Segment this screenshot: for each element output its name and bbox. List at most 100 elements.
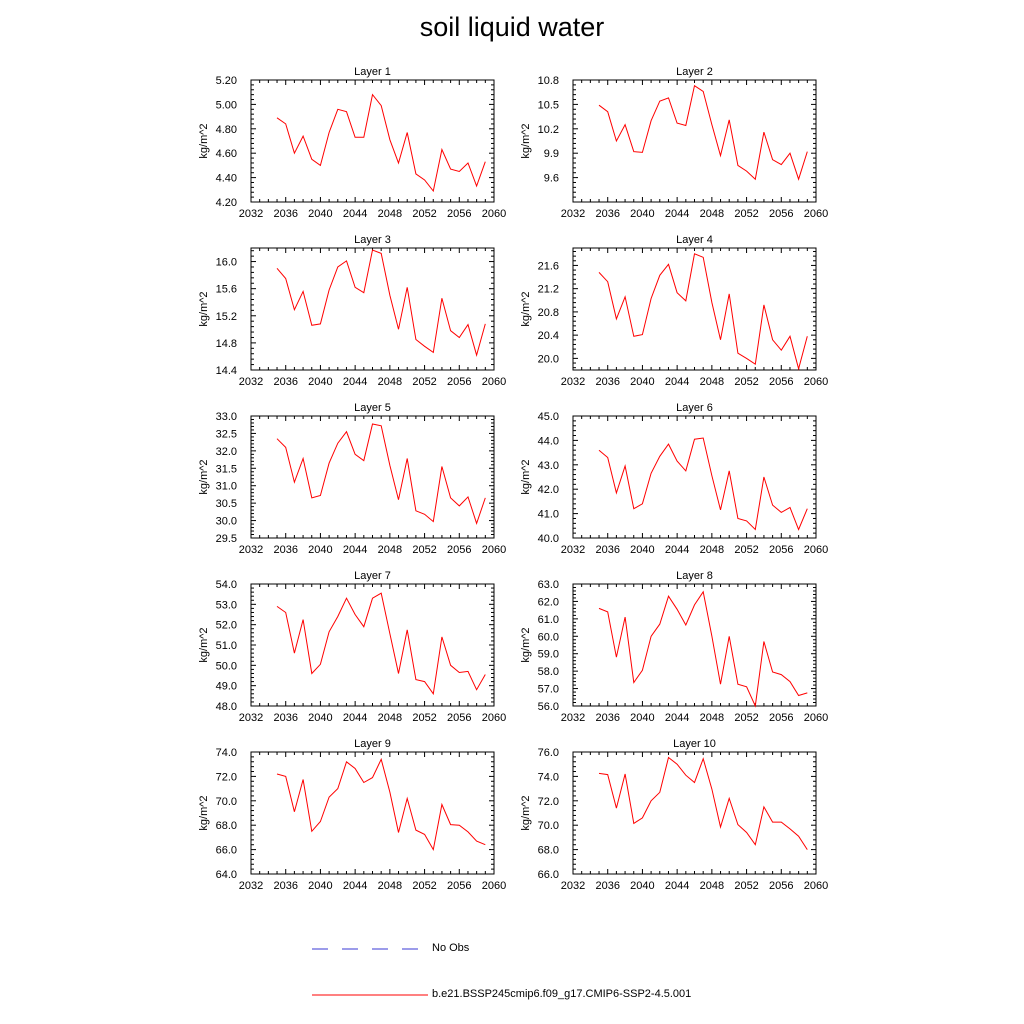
- x-tick-label: 2044: [343, 712, 367, 724]
- y-tick-label: 72.0: [216, 771, 237, 783]
- series-line: [598, 253, 808, 371]
- y-tick-label: 4.40: [216, 173, 237, 185]
- series-line: [276, 757, 486, 852]
- y-tick-label: 62.0: [538, 596, 559, 608]
- y-tick-label: 51.0: [216, 640, 237, 652]
- x-tick-label: 2052: [412, 880, 436, 892]
- plot-frame: [250, 79, 495, 203]
- x-tick-label: 2036: [595, 712, 619, 724]
- x-tick-label: 2036: [595, 544, 619, 556]
- x-tick-label: 2040: [308, 712, 332, 724]
- x-tick-label: 2044: [665, 712, 689, 724]
- x-tick-label: 2036: [273, 208, 297, 220]
- y-tick-label: 48.0: [216, 701, 237, 713]
- x-tick-label: 2036: [273, 880, 297, 892]
- series-line: [276, 592, 486, 696]
- x-tick-label: 2052: [412, 712, 436, 724]
- y-tick-label: 43.0: [538, 460, 559, 472]
- y-tick-label: 68.0: [538, 845, 559, 857]
- chart-panel-4: Layer 4 kg/m^2 2032 2036 2040 2044 2048 2052 205…: [520, 234, 828, 388]
- y-axis-label: kg/m^2: [198, 795, 210, 830]
- x-tick-label: 2040: [630, 376, 654, 388]
- x-tick-label: 2032: [561, 712, 585, 724]
- y-tick-label: 57.0: [538, 684, 559, 696]
- y-tick-label: 20.8: [538, 307, 559, 319]
- x-tick-label: 2048: [700, 376, 724, 388]
- x-tick-label: 2032: [561, 208, 585, 220]
- chart-panel-8: Layer 8 kg/m^2 2032 2036 2040 2044 2048 2052 205…: [520, 570, 828, 724]
- x-tick-label: 2060: [482, 544, 506, 556]
- y-tick-label: 14.8: [216, 338, 237, 350]
- y-tick-label: 52.0: [216, 620, 237, 632]
- y-tick-label: 20.4: [538, 330, 559, 342]
- figure-title: soil liquid water: [419, 12, 605, 42]
- x-tick-label: 2060: [482, 208, 506, 220]
- x-tick-label: 2048: [378, 376, 402, 388]
- y-tick-label: 21.2: [538, 284, 559, 296]
- x-tick-label: 2036: [273, 544, 297, 556]
- series-line: [598, 437, 808, 531]
- panel-title: Layer 2: [676, 66, 713, 78]
- x-tick-label: 2048: [700, 880, 724, 892]
- y-tick-label: 4.80: [216, 124, 237, 136]
- chart-panel-2: Layer 2 kg/m^2 2032 2036 2040 2044 2048 2052 205…: [520, 66, 828, 220]
- y-tick-label: 31.0: [216, 481, 237, 493]
- y-tick-label: 30.0: [216, 516, 237, 528]
- y-axis-label: kg/m^2: [198, 459, 210, 494]
- chart-panel-1: Layer 1 kg/m^2 2032 2036 2040 2044 2048 2052 205…: [198, 66, 506, 220]
- y-tick-label: 4.60: [216, 148, 237, 160]
- plot-frame: [572, 247, 817, 371]
- y-tick-label: 41.0: [538, 509, 559, 521]
- y-tick-label: 15.6: [216, 284, 237, 296]
- x-tick-label: 2060: [804, 208, 828, 220]
- x-tick-label: 2040: [630, 712, 654, 724]
- legend: [312, 948, 428, 996]
- x-tick-label: 2032: [239, 712, 263, 724]
- series-line: [598, 84, 808, 181]
- panel-title: Layer 9: [354, 738, 391, 750]
- chart-panel-3: Layer 3 kg/m^2 2032 2036 2040 2044 2048 2052 205…: [198, 234, 506, 388]
- y-tick-label: 61.0: [538, 614, 559, 626]
- y-tick-label: 70.0: [216, 796, 237, 808]
- x-tick-label: 2036: [595, 376, 619, 388]
- x-tick-label: 2056: [769, 712, 793, 724]
- y-tick-label: 30.5: [216, 498, 237, 510]
- y-tick-label: 74.0: [538, 771, 559, 783]
- panel-title: Layer 7: [354, 570, 391, 582]
- x-tick-label: 2032: [239, 376, 263, 388]
- x-tick-label: 2060: [804, 712, 828, 724]
- chart-panel-9: Layer 9 kg/m^2 2032 2036 2040 2044 2048 2052 205…: [198, 738, 506, 892]
- x-tick-label: 2032: [561, 544, 585, 556]
- y-tick-label: 10.8: [538, 75, 559, 87]
- x-tick-label: 2056: [769, 880, 793, 892]
- x-tick-label: 2048: [378, 544, 402, 556]
- panel-title: Layer 10: [673, 738, 716, 750]
- panel-title: Layer 5: [354, 402, 391, 414]
- y-tick-label: 32.0: [216, 446, 237, 458]
- y-tick-label: 50.0: [216, 660, 237, 672]
- panel-title: Layer 4: [676, 234, 713, 246]
- x-tick-label: 2052: [734, 376, 758, 388]
- y-axis-label: kg/m^2: [520, 459, 532, 494]
- y-tick-label: 42.0: [538, 484, 559, 496]
- y-tick-label: 31.5: [216, 463, 237, 475]
- y-tick-label: 59.0: [538, 649, 559, 661]
- y-tick-label: 10.5: [538, 99, 559, 111]
- y-tick-label: 66.0: [216, 845, 237, 857]
- x-tick-label: 2040: [630, 544, 654, 556]
- x-tick-label: 2048: [700, 208, 724, 220]
- y-tick-label: 5.00: [216, 99, 237, 111]
- chart-panel-10: Layer 10 kg/m^2 2032 2036 2040 2044 2048 2052 20…: [520, 738, 828, 892]
- panel-title: Layer 3: [354, 234, 391, 246]
- x-tick-label: 2048: [378, 712, 402, 724]
- x-tick-label: 2060: [482, 880, 506, 892]
- x-tick-label: 2060: [482, 376, 506, 388]
- series-line: [276, 249, 486, 357]
- x-tick-label: 2048: [378, 880, 402, 892]
- y-tick-label: 15.2: [216, 311, 237, 323]
- plot-frame: [250, 247, 495, 371]
- plot-frame: [572, 79, 817, 203]
- x-tick-label: 2044: [665, 376, 689, 388]
- y-tick-label: 54.0: [216, 579, 237, 591]
